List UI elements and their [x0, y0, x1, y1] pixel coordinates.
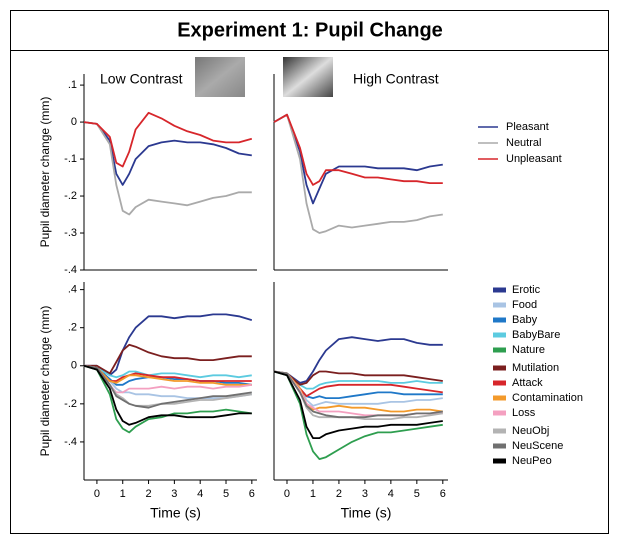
- series-line: [273, 370, 443, 386]
- y-axis-label: Pupil diameter change (mm): [38, 306, 52, 457]
- legend-label: Loss: [512, 407, 536, 419]
- legend-label: Unpleasant: [506, 153, 562, 165]
- series-line: [273, 370, 443, 390]
- series-line: [84, 313, 253, 377]
- series-line: [273, 370, 443, 460]
- x-tick-label: 3: [171, 488, 177, 500]
- series-line: [83, 364, 252, 386]
- x-tick-label: 4: [197, 488, 203, 500]
- y-tick-label: -.3: [64, 227, 77, 239]
- legend-swatch: [493, 410, 506, 416]
- legend-swatch: [493, 365, 506, 371]
- series-line: [273, 336, 443, 384]
- x-tick-label: 2: [336, 488, 342, 500]
- series-line: [83, 364, 252, 379]
- y-tick-label: -.2: [64, 190, 77, 202]
- x-tick-label: 3: [362, 488, 368, 500]
- legend-label: Attack: [512, 377, 543, 389]
- x-tick-label: 6: [249, 488, 255, 500]
- legend-swatch: [493, 332, 506, 338]
- legend-label: NeuObj: [512, 425, 549, 437]
- legend-label: NeuPeo: [512, 455, 552, 467]
- x-tick-label: 4: [388, 488, 394, 500]
- series-line: [273, 113, 443, 205]
- y-tick-label: .2: [68, 322, 77, 334]
- y-tick-label: 0: [71, 360, 77, 372]
- series-line: [273, 113, 443, 234]
- y-tick-label: .4: [68, 284, 77, 296]
- y-tick-label: -.4: [64, 436, 77, 448]
- y-axis-label: Pupil diameter change (mm): [38, 97, 52, 248]
- series-line: [273, 370, 443, 398]
- legend-swatch: [493, 428, 506, 434]
- x-tick-label: 2: [145, 488, 151, 500]
- x-tick-label: 0: [94, 488, 100, 500]
- legend-swatch: [493, 395, 506, 401]
- low-contrast-image: [195, 57, 245, 97]
- legend-label: BabyBare: [512, 329, 560, 341]
- series-line: [83, 111, 253, 168]
- y-tick-label: .1: [68, 79, 77, 91]
- legend-swatch: [493, 317, 506, 323]
- x-tick-label: 6: [440, 488, 446, 500]
- legend-label: NeuScene: [512, 440, 563, 452]
- legend-label: Erotic: [512, 284, 541, 296]
- legend-swatch: [493, 287, 506, 293]
- frame: [10, 10, 609, 534]
- legend-label: Pleasant: [506, 121, 549, 133]
- title: Experiment 1: Pupil Change: [177, 19, 443, 41]
- series-line: [84, 343, 252, 375]
- legend-swatch: [493, 443, 506, 449]
- series-line: [83, 364, 252, 426]
- legend-swatch: [493, 458, 506, 464]
- annotation: Low Contrast: [100, 71, 183, 87]
- legend-label: Baby: [512, 314, 538, 326]
- series-line: [83, 364, 252, 407]
- y-tick-label: -.1: [64, 153, 77, 165]
- legend-label: Contamination: [512, 392, 583, 404]
- legend-label: Nature: [512, 344, 545, 356]
- y-tick-label: 0: [71, 116, 77, 128]
- x-tick-label: 0: [284, 488, 290, 500]
- series-line: [273, 370, 443, 439]
- y-tick-label: -.2: [64, 398, 77, 410]
- x-tick-label: 5: [223, 488, 229, 500]
- legend-swatch: [493, 302, 506, 308]
- high-contrast-image: [283, 57, 333, 97]
- series-line: [83, 364, 252, 434]
- series-line: [83, 364, 252, 382]
- series-line: [273, 370, 443, 419]
- series-line: [83, 364, 252, 399]
- series-line: [273, 113, 443, 186]
- legend-label: Mutilation: [512, 362, 559, 374]
- legend-swatch: [493, 347, 506, 353]
- x-axis-label: Time (s): [150, 505, 201, 521]
- annotation: High Contrast: [353, 71, 439, 87]
- x-tick-label: 1: [120, 488, 126, 500]
- legend-label: Neutral: [506, 137, 541, 149]
- series-line: [83, 364, 252, 409]
- series-line: [83, 121, 252, 186]
- series-line: [83, 121, 252, 216]
- legend-label: Food: [512, 299, 537, 311]
- x-axis-label: Time (s): [341, 505, 392, 521]
- legend-swatch: [493, 380, 506, 386]
- x-tick-label: 1: [310, 488, 316, 500]
- x-tick-label: 5: [414, 488, 420, 500]
- y-tick-label: -.4: [64, 264, 77, 276]
